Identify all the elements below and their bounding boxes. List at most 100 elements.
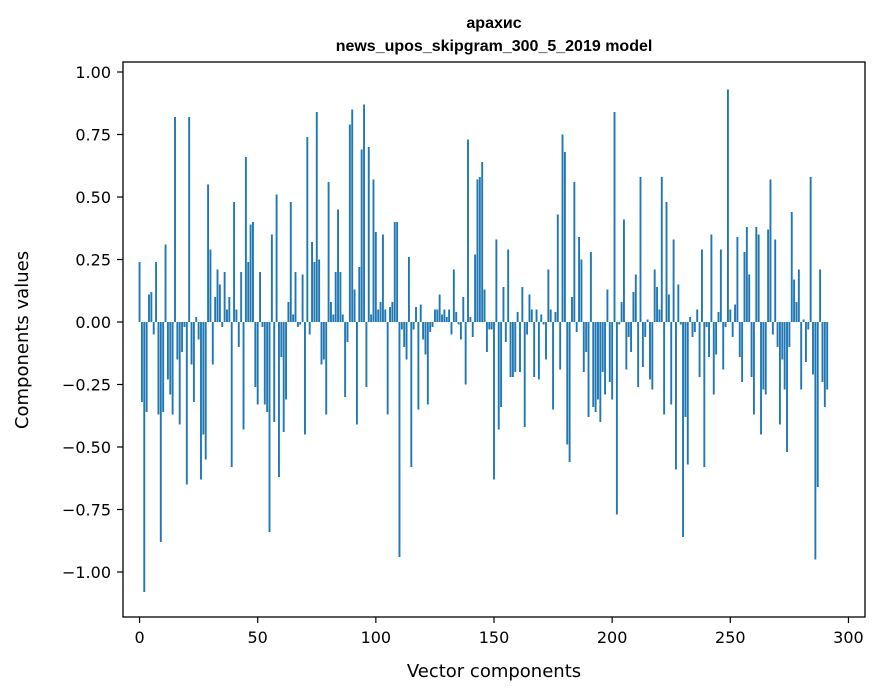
bar [195,317,198,322]
bar [436,309,439,322]
bar [273,322,276,422]
x-tick-label: 200 [597,628,628,647]
bar [653,269,656,322]
bar [559,322,562,370]
bar [429,322,432,332]
bar [639,177,642,322]
bar [545,322,547,360]
bar [786,322,788,452]
bar [315,112,318,322]
bar [608,322,611,382]
bar [724,322,727,327]
bar [150,292,153,322]
bar [819,269,822,322]
bar [755,227,758,322]
bar [214,297,217,322]
bar [233,202,236,322]
bar [611,322,614,400]
bar [752,322,755,415]
bar [549,309,552,322]
y-tick-label: 0.50 [75,188,111,207]
bar [202,322,205,435]
bar [816,322,819,487]
bar [663,322,666,415]
bar [651,322,654,390]
bar [509,322,512,377]
bar [507,249,510,322]
bar [727,89,729,322]
x-axis-ticks: 0 50 100 150 200 250 300 [134,617,864,647]
bar [400,322,403,330]
bar [348,124,351,322]
bar [533,322,536,377]
bar [632,292,635,322]
bar [516,312,519,322]
bar [715,322,718,355]
bar [419,304,422,322]
bar [788,322,791,347]
bar [620,302,623,322]
x-tick-label: 50 [248,628,268,647]
bar [438,294,441,322]
bar [722,322,725,370]
bar [741,322,744,382]
bar [190,322,193,365]
y-tick-label: 1.00 [75,63,111,82]
bar [367,147,370,322]
bar [450,322,453,335]
bar [826,322,829,390]
bar [405,322,408,360]
chart-subtitle: news_upos_skipgram_300_5_2019 model [336,38,653,55]
bar [365,322,368,387]
bar [675,322,677,470]
bar [469,317,472,322]
bar [280,322,283,357]
bar [263,322,266,405]
bar [330,302,332,322]
bar [748,274,751,322]
bar [325,322,328,415]
bar [159,322,162,542]
bar [807,322,810,330]
bar [171,322,174,415]
bar [537,322,540,380]
bar [601,322,604,372]
x-axis-label: Vector components [407,661,581,682]
bar [778,322,781,425]
bar [292,314,295,322]
bar [334,272,337,322]
bar [670,322,673,405]
bar [244,157,247,322]
bar [403,322,406,347]
bar [599,322,602,422]
bar [571,297,573,322]
bar [660,177,663,322]
bar [249,224,252,322]
bar [424,322,427,355]
bar [594,322,597,412]
bar [152,322,155,335]
bar [431,322,434,327]
bar [174,117,176,322]
bar [176,322,179,360]
bar [296,322,299,327]
bar [278,322,280,477]
bar [478,177,481,322]
bar [320,322,323,365]
bar [523,322,526,427]
bar [776,322,779,347]
bar [448,309,451,322]
bar [339,272,342,322]
bar [783,322,786,390]
bar [216,269,219,322]
bar [379,302,382,322]
bar [396,222,399,322]
bar [299,322,302,325]
bar [341,314,344,322]
bar [736,237,739,322]
y-tick-label: 0.25 [75,251,111,270]
x-tick-label: 0 [134,628,144,647]
bar [384,309,387,322]
bar [370,314,373,322]
bar [318,259,321,322]
